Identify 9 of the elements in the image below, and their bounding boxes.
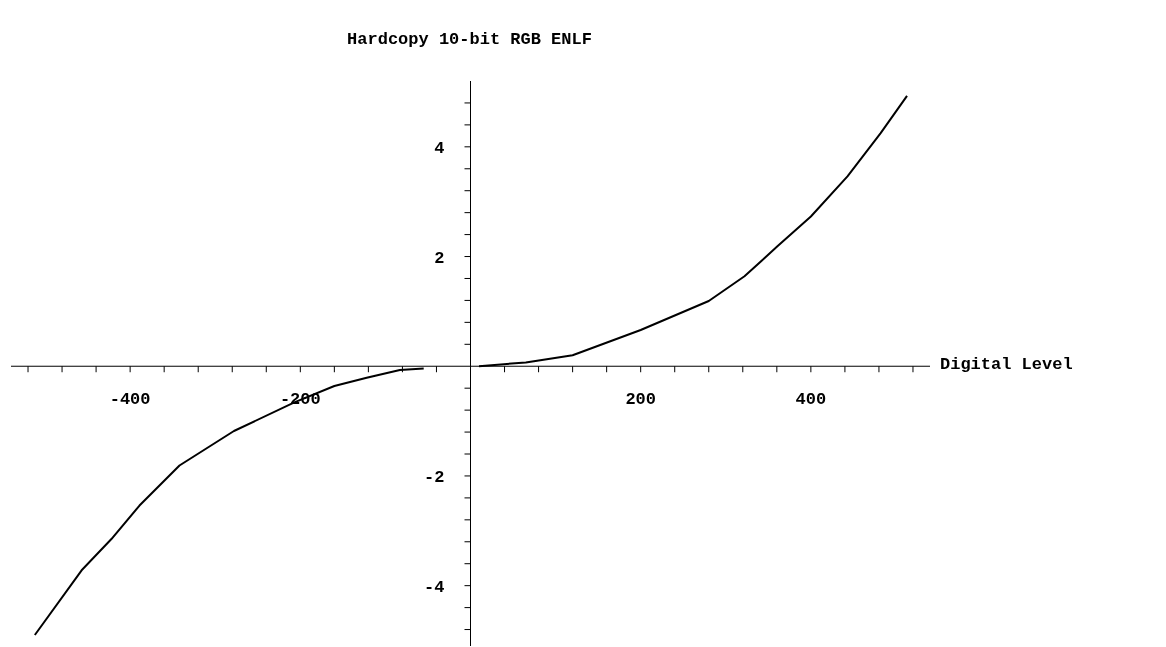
x-tick-label: 200 xyxy=(625,390,656,410)
y-tick-label: -2 xyxy=(424,467,445,487)
y-tick-label: -4 xyxy=(424,577,445,597)
chart-title: Hardcopy 10-bit RGB ENLF xyxy=(346,30,593,49)
x-tick-label: 400 xyxy=(795,390,827,410)
x-axis-title: Digital Level xyxy=(940,355,1073,375)
y-tick-label: 2 xyxy=(434,248,445,268)
y-tick-label: 4 xyxy=(434,138,445,158)
x-tick-label: -400 xyxy=(109,390,151,410)
